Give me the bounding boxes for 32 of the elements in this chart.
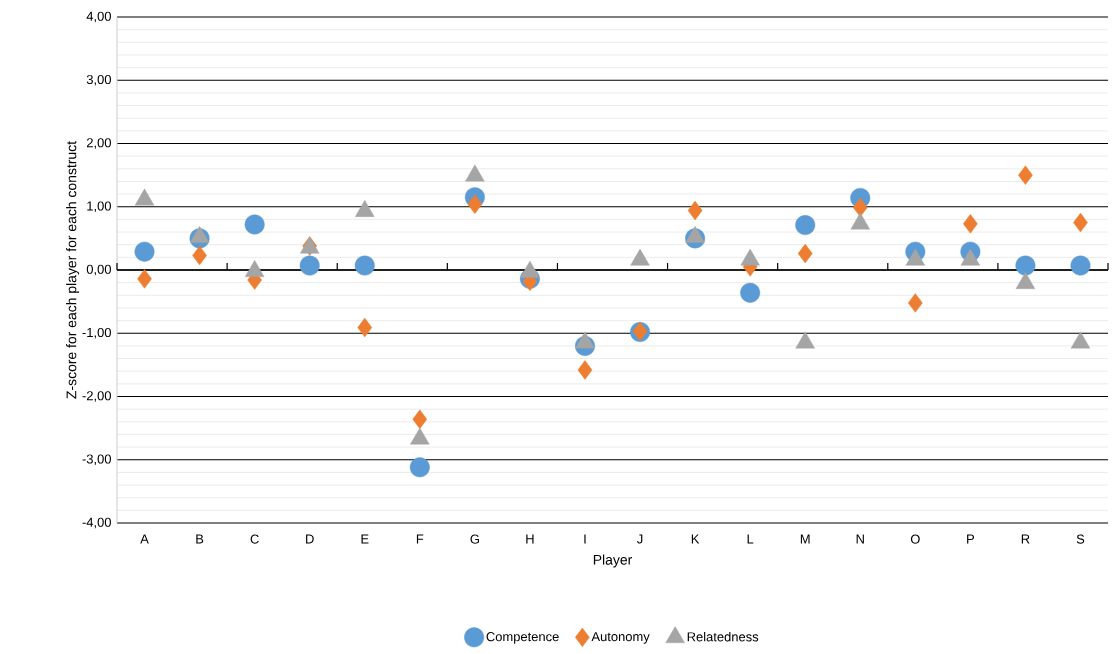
x-tick-label: S [1076,534,1085,544]
x-tick-label: I [584,534,586,544]
y-tick-label: 1,00 [87,201,111,213]
x-tick-label: H [526,534,534,544]
y-tick-label: 2,00 [86,138,111,149]
x-tick-label: L [747,534,754,544]
x-tick-label: K [691,534,700,544]
y-tick-label: -4,00 [82,517,111,529]
x-tick-label: G [470,534,479,544]
x-tick-label: O [910,534,920,544]
x-tick-label: D [306,534,314,544]
legend-label: Autonomy [591,632,650,644]
y-tick-label: -2,00 [82,391,111,402]
y-tick-label: 4,00 [86,11,111,23]
x-tick-label: P [967,534,975,544]
y-tick-label: -1,00 [82,327,111,339]
x-tick-label: B [196,534,204,544]
x-tick-label: A [140,534,149,544]
x-tick-label: E [361,534,369,544]
y-tick-label: 3,00 [86,74,111,86]
y-axis-title: Z-score for each player for each construct [66,141,80,399]
x-tick-label: R [1021,534,1030,544]
x-axis-title: Player [593,554,633,568]
x-tick-label: J [637,534,643,544]
x-tick-label: M [800,534,810,544]
legend-label: Relatedness [687,631,759,642]
x-tick-label: C [250,534,259,544]
x-tick-label: N [856,534,864,544]
x-tick-label: F [416,534,424,544]
y-tick-label: -3,00 [82,454,111,466]
legend-label: Competence [486,632,559,644]
y-tick-label: 0,00 [86,264,111,276]
